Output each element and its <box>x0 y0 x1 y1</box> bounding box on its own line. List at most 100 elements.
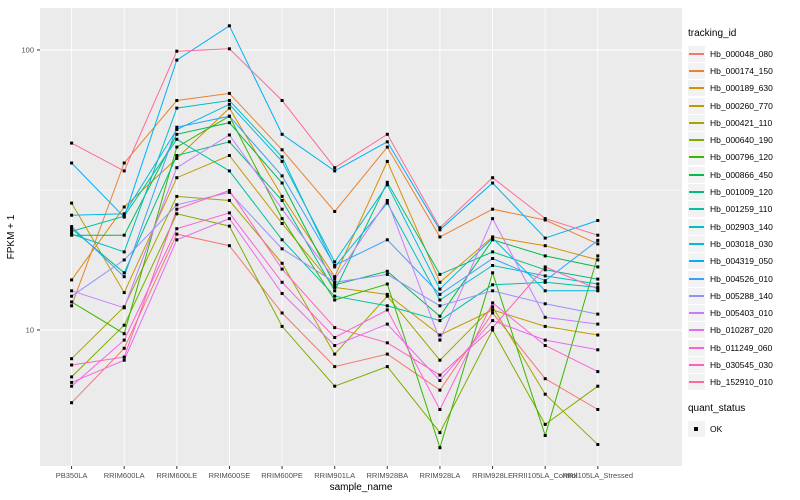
data-point <box>385 322 389 326</box>
data-point <box>70 357 74 361</box>
x-tick-label: RRIM928LA <box>420 471 461 480</box>
legend-line-swatch <box>689 381 704 384</box>
data-point <box>438 272 442 276</box>
data-point <box>122 332 126 336</box>
legend-key-icon <box>688 322 705 339</box>
data-point <box>596 348 600 352</box>
legend-label: Hb_002903_140 <box>710 221 773 232</box>
data-point <box>70 363 74 367</box>
legend-key-icon <box>688 114 705 131</box>
data-point <box>70 225 74 229</box>
data-point <box>385 180 389 184</box>
data-point <box>385 341 389 345</box>
x-tick-label: RRIM600LE <box>156 471 197 480</box>
data-point <box>175 156 179 160</box>
legend-item-Hb_010287_020: Hb_010287_020 <box>688 322 798 339</box>
data-point <box>70 300 74 304</box>
data-point <box>333 344 337 347</box>
data-point <box>491 289 495 293</box>
data-point <box>596 384 600 388</box>
data-point <box>438 408 442 411</box>
data-point <box>491 311 495 315</box>
data-point <box>227 91 231 95</box>
data-point <box>543 244 547 248</box>
legend-key-icon <box>688 235 705 252</box>
data-point <box>438 235 442 239</box>
legend-label: Hb_000640_190 <box>710 135 773 146</box>
data-point <box>70 401 74 405</box>
data-point <box>333 326 337 330</box>
legend-item-Hb_030545_030: Hb_030545_030 <box>688 356 798 373</box>
data-point <box>333 280 337 284</box>
data-point <box>280 132 284 136</box>
data-point <box>333 260 337 264</box>
data-point <box>227 47 231 51</box>
data-point <box>70 304 74 308</box>
legend-line-swatch <box>689 312 704 315</box>
data-point <box>333 365 337 369</box>
data-point <box>543 324 547 328</box>
x-tick-label: RRII105LA_Stressed <box>563 471 633 480</box>
data-point <box>70 380 74 384</box>
legend-label: OK <box>710 423 723 434</box>
data-point <box>70 289 74 293</box>
data-point <box>543 344 547 347</box>
x-tick-label: RRIM928BA <box>366 471 408 480</box>
data-point <box>596 277 600 281</box>
data-point <box>491 264 495 267</box>
data-point <box>175 128 179 131</box>
legend-item-Hb_002903_140: Hb_002903_140 <box>688 218 798 235</box>
legend-item-Hb_004319_050: Hb_004319_050 <box>688 253 798 270</box>
legend-label: Hb_001259_110 <box>710 204 773 215</box>
legend-label: Hb_000796_120 <box>710 152 773 163</box>
data-point <box>596 258 600 262</box>
data-point <box>122 271 126 275</box>
legend-section-quant-status: quant_status OK <box>688 403 798 437</box>
data-point <box>227 199 231 202</box>
legend-key-icon <box>688 62 705 79</box>
data-point <box>491 250 495 254</box>
data-point <box>491 319 495 323</box>
data-point <box>227 169 231 173</box>
legend-line-swatch <box>689 346 704 349</box>
data-point <box>385 365 389 369</box>
data-point <box>438 298 442 302</box>
data-point <box>227 189 231 192</box>
x-tick-label: RRIM901LA <box>314 471 355 480</box>
legend-label: Hb_152910_010 <box>710 377 773 388</box>
data-point <box>438 226 442 230</box>
data-point <box>70 201 74 205</box>
data-point <box>385 199 389 202</box>
data-point <box>543 289 547 293</box>
data-point <box>596 233 600 237</box>
legend-label: Hb_005288_140 <box>710 290 773 301</box>
legend-item-Hb_000048_080: Hb_000048_080 <box>688 45 798 62</box>
y-tick-label: 100 <box>21 46 34 55</box>
data-point <box>227 106 231 110</box>
data-point <box>438 319 442 323</box>
legend-line-swatch <box>689 87 704 90</box>
data-point <box>438 304 442 308</box>
legend-key-icon <box>688 270 705 287</box>
data-point <box>333 336 337 339</box>
data-point <box>543 315 547 319</box>
data-point <box>333 277 337 281</box>
legend-line-swatch <box>689 191 704 194</box>
data-point <box>385 145 389 149</box>
legend-line-swatch <box>689 104 704 107</box>
data-point <box>70 227 74 231</box>
data-point <box>122 250 126 254</box>
legend-line-swatch <box>689 69 704 72</box>
data-point <box>438 358 442 362</box>
data-point <box>491 176 495 180</box>
legend-label: Hb_000866_450 <box>710 169 773 180</box>
data-point <box>227 154 231 157</box>
legend-item-Hb_001009_120: Hb_001009_120 <box>688 183 798 201</box>
data-point <box>385 292 389 296</box>
data-point <box>122 346 126 350</box>
legend-item-Hb_003018_030: Hb_003018_030 <box>688 235 798 252</box>
data-point <box>227 133 231 137</box>
legend-line-swatch <box>689 363 704 366</box>
y-tick-label: 10 <box>26 326 34 335</box>
